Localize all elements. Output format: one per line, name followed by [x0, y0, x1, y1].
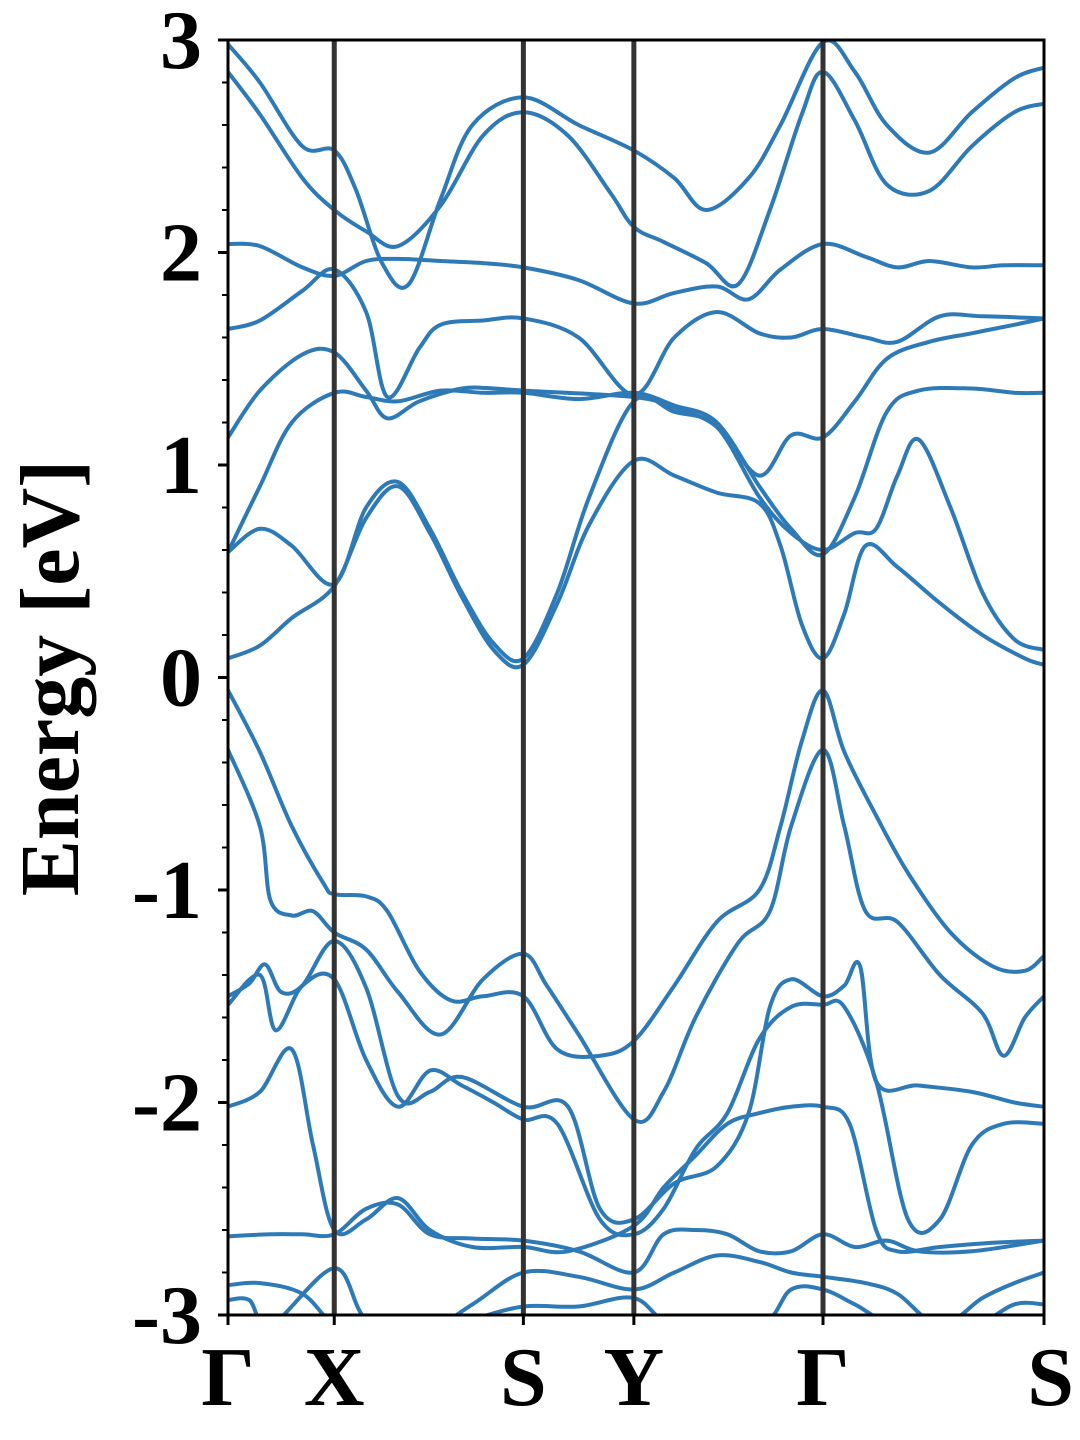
y-tick-label: 1 — [160, 419, 202, 512]
band-4 — [228, 316, 1044, 478]
high-symmetry-dividers — [331, 40, 826, 1315]
y-tick-label: 3 — [160, 0, 202, 87]
band-14 — [228, 1200, 1044, 1275]
x-tick-label-Γ: Γ — [796, 1331, 849, 1424]
band-8 — [228, 40, 1044, 290]
x-tick-label-S: S — [1027, 1331, 1074, 1424]
band-1 — [228, 456, 1044, 670]
band-12 — [228, 971, 1044, 1238]
band-3 — [228, 385, 1044, 558]
x-tick-label-X: X — [304, 1331, 365, 1424]
band-15 — [228, 1253, 1044, 1315]
y-tick-label: 2 — [160, 207, 202, 300]
band-13 — [228, 1046, 1044, 1255]
y-tick-label: -3 — [132, 1269, 202, 1362]
band-5 — [228, 267, 1044, 400]
y-tick-label: 0 — [160, 632, 202, 725]
x-tick-label-Γ: Γ — [201, 1331, 254, 1424]
x-tick-label-Y: Y — [604, 1331, 665, 1424]
band-10 — [228, 747, 1044, 1124]
x-tick-label-S: S — [500, 1331, 547, 1424]
band-7 — [228, 69, 1044, 289]
y-axis-label: Energy [eV] — [4, 460, 97, 896]
band-6 — [228, 241, 1044, 306]
band-lines — [228, 40, 1044, 1315]
y-tick-label: -2 — [132, 1057, 202, 1150]
y-axis: 3 2 1 0 -1 -2 -3 — [132, 0, 228, 1362]
y-tick-label: -1 — [132, 844, 202, 937]
